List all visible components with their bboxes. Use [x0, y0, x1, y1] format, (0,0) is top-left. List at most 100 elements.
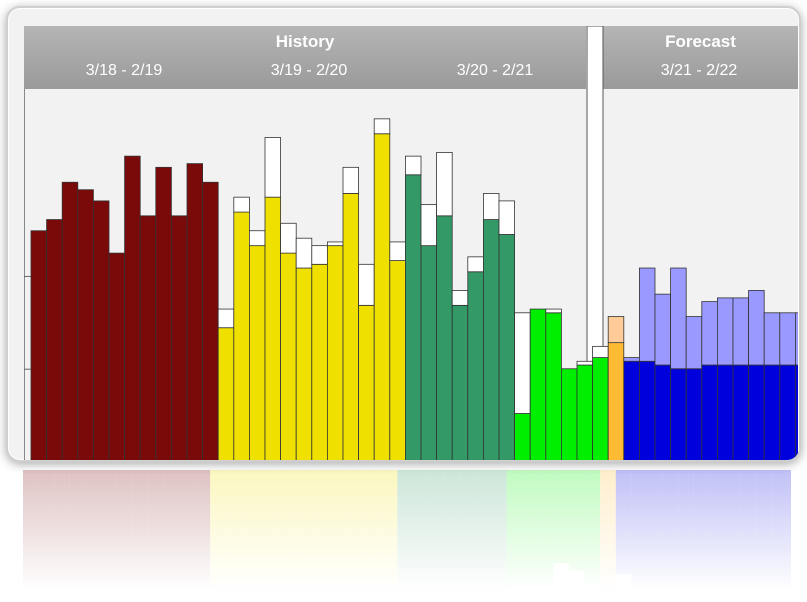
- bar-top-5-4: [685, 316, 703, 370]
- bar-base-2-0: [404, 174, 422, 460]
- reflection-bar-37: [600, 470, 616, 590]
- reflection-bar-14: [241, 470, 257, 590]
- reflection-bar-1: [38, 470, 55, 590]
- reflection-bar-15: [257, 470, 273, 590]
- reflection-bar-46: [740, 470, 757, 590]
- bar-chart: [24, 26, 798, 460]
- forecast-header: Forecast: [603, 26, 798, 89]
- reflection-bar-25: [413, 470, 429, 590]
- bar-top-1-1: [233, 196, 250, 213]
- reflection-bar-24: [397, 470, 413, 590]
- bar-base-5-0: [623, 360, 640, 460]
- bar-base-5-5: [701, 364, 718, 460]
- bar-top-1-7: [326, 241, 344, 247]
- forecast-label: Forecast: [665, 32, 736, 51]
- reflection-bar-33: [537, 470, 554, 590]
- bar-top-3-0: [514, 312, 531, 414]
- period-label-1: 3/18 - 2/19: [85, 62, 163, 79]
- reflection-bar-8: [147, 470, 164, 590]
- chart-frame: History Forecast 3/18 - 2/19 3/19 - 2/20…: [6, 6, 801, 462]
- reflection-bar-42: [678, 470, 694, 590]
- bar-base-1-3: [264, 196, 282, 460]
- bar-top-2-6: [498, 200, 516, 235]
- reflection-bar-12: [210, 470, 226, 590]
- reflection-bar-6: [116, 470, 133, 590]
- bar-top-1-11: [389, 241, 406, 261]
- reflection-bar-49: [787, 470, 791, 590]
- history-header: History: [24, 26, 586, 89]
- bar-base-5-3: [670, 368, 687, 460]
- bar-base-5-1: [639, 360, 656, 460]
- reflection-bar-5: [101, 470, 117, 590]
- bar-top-2-0: [404, 155, 422, 176]
- reflection-bar-17: [288, 470, 304, 590]
- reflection-bar-47: [756, 470, 772, 590]
- reflection-bar-44: [709, 470, 725, 590]
- bar-base-0-7: [139, 215, 157, 460]
- reflection-bar-4: [85, 470, 101, 590]
- reflection-bar-22: [366, 470, 382, 590]
- bar-top-3-5: [592, 345, 609, 358]
- reflection-bar-41: [662, 470, 679, 590]
- chart-plot-area: History Forecast 3/18 - 2/19 3/19 - 2/20…: [24, 26, 798, 460]
- bar-top-1-8: [342, 166, 360, 194]
- reflection-bar-30: [491, 470, 507, 590]
- bar-top-1-10: [373, 118, 391, 135]
- bar-top-2-1: [420, 204, 438, 247]
- bar-base-0-0: [30, 230, 48, 460]
- reflection-bar-27: [444, 470, 460, 590]
- bar-top-3-4: [576, 360, 594, 366]
- reflection-bar-7: [132, 470, 148, 590]
- bar-base-0-3: [77, 189, 94, 460]
- bar-base-2-4: [467, 271, 484, 460]
- bar-top-5-6: [717, 297, 734, 366]
- bar-top-5-2: [654, 293, 672, 366]
- bar-top-5-1: [639, 267, 656, 362]
- bar-base-0-10: [186, 163, 204, 460]
- bar-top-1-2: [248, 230, 266, 247]
- bar-base-4-0: [607, 342, 625, 460]
- bar-base-2-1: [420, 245, 438, 460]
- bar-top-5-0: [623, 357, 640, 362]
- reflection-bar-13: [225, 470, 242, 590]
- bar-base-0-9: [170, 215, 188, 460]
- period-label-4: 3/21 - 2/22: [660, 62, 738, 79]
- bar-base-1-9: [358, 304, 375, 460]
- bar-base-2-2: [436, 215, 453, 460]
- bar-base-1-10: [373, 133, 391, 460]
- bar-base-0-5: [108, 252, 126, 460]
- bar-base-1-11: [389, 260, 406, 460]
- bar-base-2-3: [451, 304, 469, 460]
- reflection-bar-39: [631, 470, 647, 590]
- bar-top-2-5: [482, 193, 500, 220]
- bar-base-5-9: [763, 364, 781, 460]
- bar-base-5-10: [779, 364, 796, 460]
- bar-base-3-5: [592, 357, 609, 460]
- bar-top-2-2: [436, 152, 453, 217]
- bar-base-5-4: [685, 368, 703, 460]
- reflection-bar-36: [584, 470, 601, 586]
- reflection-bar-48: [771, 470, 788, 590]
- reflection-bar-43: [693, 470, 710, 590]
- bar-top-5-10: [779, 312, 796, 366]
- reflection-bar-20: [335, 470, 351, 590]
- bar-top-5-3: [670, 267, 687, 370]
- bar-top-4-0: [607, 316, 625, 344]
- reflection-bar-29: [475, 470, 491, 590]
- bar-base-1-5: [295, 267, 313, 460]
- bar-top-1-5: [295, 237, 313, 269]
- bar-base-0-2: [61, 181, 79, 460]
- bar-base-3-0: [514, 413, 531, 460]
- reflection-bar-35: [569, 470, 585, 571]
- reflection-bar-26: [428, 470, 445, 590]
- reflection-bar-10: [179, 470, 195, 590]
- bar-top-5-9: [763, 312, 781, 366]
- bar-base-5-2: [654, 364, 672, 460]
- bar-base-3-2: [545, 312, 562, 460]
- bar-base-3-4: [576, 364, 594, 460]
- bar-top-1-0: [217, 308, 235, 329]
- history-label: History: [275, 32, 335, 51]
- reflection-bar-28: [459, 470, 476, 590]
- bar-base-1-7: [326, 245, 344, 460]
- bar-top-1-3: [264, 137, 282, 198]
